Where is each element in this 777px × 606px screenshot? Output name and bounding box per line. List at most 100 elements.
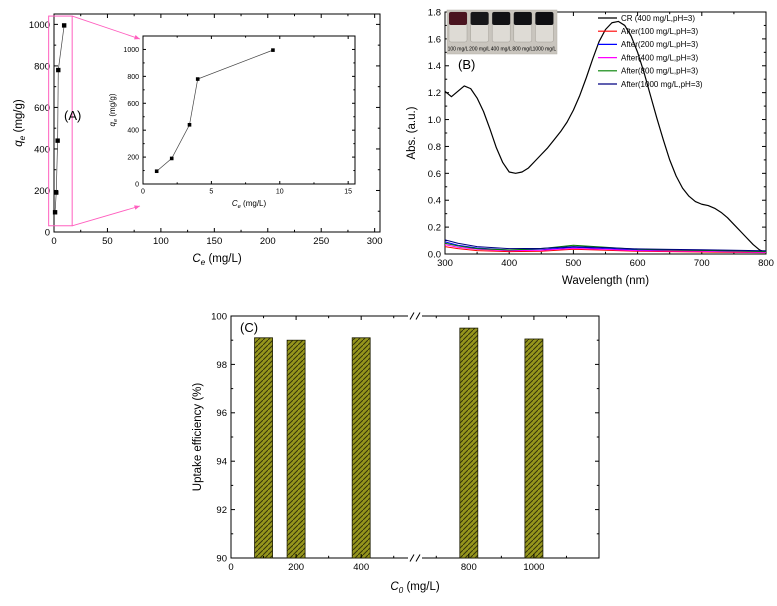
svg-text:1.0: 1.0 <box>428 115 441 126</box>
axis-break-mark <box>409 554 415 562</box>
series-3 <box>444 244 767 253</box>
bar-2 <box>351 337 371 559</box>
data-point-marker <box>54 190 59 195</box>
bar-1 <box>286 339 306 559</box>
svg-text:0.6: 0.6 <box>428 169 441 180</box>
svg-text:400: 400 <box>501 258 517 269</box>
panel-b-chart: 300 400 500 600 700 800 0.0 0.2 0.4 0.6 0.8 1.0 1.2 1… <box>406 7 774 287</box>
vial-label-4: 1000 mg/L <box>533 47 557 53</box>
svg-text:200: 200 <box>260 236 276 247</box>
svg-text:800: 800 <box>758 258 774 269</box>
svg-text:1.6: 1.6 <box>428 34 441 45</box>
panel-b-label: (B) <box>458 57 476 72</box>
panel-c-label: (C) <box>240 320 259 335</box>
panel-c-x-axis: 0 200 400 800 1000 <box>228 312 567 573</box>
panel-b: 300 400 500 600 700 800 0.0 0.2 0.4 0.6 0.8 1.0 1.2 1… <box>398 2 777 294</box>
svg-text:1.2: 1.2 <box>428 88 441 99</box>
svg-text:Abs. (a.u.): Abs. (a.u.) <box>406 106 418 159</box>
svg-text:1000: 1000 <box>123 47 139 54</box>
inset-background <box>112 30 364 224</box>
svg-text:800: 800 <box>34 61 50 72</box>
svg-text:200: 200 <box>34 186 50 197</box>
svg-text:5: 5 <box>209 189 213 196</box>
svg-text:200: 200 <box>288 562 304 573</box>
vial-photo: 100 mg/L 200 mg/L 400 mg/L 800 mg/L 1000 mg/… <box>446 9 558 55</box>
svg-text:400: 400 <box>127 128 139 135</box>
bar-4 <box>524 338 544 559</box>
svg-text:250: 250 <box>313 236 329 247</box>
legend-label-1: After(100 mg/L,pH=3) <box>621 27 698 36</box>
svg-text:0: 0 <box>228 562 233 573</box>
data-point-marker <box>55 138 60 143</box>
svg-text:50: 50 <box>102 236 113 247</box>
svg-text:Ce (mg/L): Ce (mg/L) <box>192 253 242 267</box>
svg-text:400: 400 <box>353 562 369 573</box>
svg-text:0: 0 <box>51 236 56 247</box>
vial-label-2: 400 mg/L <box>491 47 512 53</box>
svg-text:100: 100 <box>153 236 169 247</box>
svg-text:98: 98 <box>216 360 227 371</box>
svg-text:96: 96 <box>216 408 227 419</box>
svg-text:800: 800 <box>127 74 139 81</box>
zoom-indicator <box>48 15 73 227</box>
svg-text:150: 150 <box>206 236 222 247</box>
legend-label-3: After(400 mg/L,pH=3) <box>621 53 698 62</box>
svg-text:1000: 1000 <box>29 20 50 31</box>
vial-label-0: 100 mg/L <box>448 47 469 53</box>
vial-cap-1 <box>470 12 489 25</box>
data-point-marker <box>52 210 58 215</box>
svg-text:600: 600 <box>127 101 139 108</box>
legend: CR (400 mg/L,pH=3) After(100 mg/L,pH=3) Af… <box>598 14 703 89</box>
svg-text:qe (mg/g): qe (mg/g) <box>13 99 27 147</box>
svg-text:1.8: 1.8 <box>428 7 441 18</box>
svg-text:90: 90 <box>216 553 227 564</box>
svg-text:700: 700 <box>694 258 710 269</box>
inset-point-marker <box>169 156 174 161</box>
svg-text:100: 100 <box>211 311 227 322</box>
series-4 <box>444 242 767 253</box>
svg-text:Ce (mg/L): Ce (mg/L) <box>232 199 267 210</box>
legend-label-4: After(800 mg/L,pH=3) <box>621 67 698 76</box>
vial-label-1: 200 mg/L <box>469 47 490 53</box>
svg-text:C0 (mg/L): C0 (mg/L) <box>390 581 440 595</box>
vial-label-3: 800 mg/L <box>512 47 533 53</box>
svg-text:500: 500 <box>565 258 581 269</box>
vial-cap-3 <box>513 12 532 25</box>
svg-text:92: 92 <box>216 505 227 516</box>
inset-point-marker <box>271 48 275 52</box>
svg-text:0: 0 <box>141 189 145 196</box>
spectra-series <box>444 20 767 254</box>
series-1 <box>444 246 767 254</box>
legend-label-2: After(200 mg/L,pH=3) <box>621 40 698 49</box>
svg-text:300: 300 <box>437 258 453 269</box>
svg-text:200: 200 <box>127 155 139 162</box>
svg-text:800: 800 <box>461 562 477 573</box>
svg-text:0.8: 0.8 <box>428 142 441 153</box>
panel-a-label: (A) <box>64 108 82 123</box>
legend-label-0: CR (400 mg/L,pH=3) <box>621 14 695 23</box>
axis-break-mark <box>415 554 421 562</box>
svg-text:15: 15 <box>344 189 352 196</box>
vial-cap-0 <box>449 12 467 25</box>
svg-text:0: 0 <box>45 227 50 238</box>
svg-text:10: 10 <box>276 189 284 196</box>
svg-text:1.4: 1.4 <box>428 61 441 72</box>
vial-cap-4 <box>535 12 554 25</box>
svg-text:0: 0 <box>135 182 139 189</box>
series-5 <box>444 239 767 252</box>
inset-point-marker <box>195 77 200 81</box>
svg-text:qe (mg/g): qe (mg/g) <box>108 93 119 126</box>
panel-a-inset-axes: 0 5 10 15 0 200 400 600 800 1000 Ce (mg/L) qe (mg/g… <box>108 35 356 210</box>
svg-text:0.2: 0.2 <box>428 223 441 234</box>
svg-text:600: 600 <box>34 103 50 114</box>
data-point-marker <box>61 23 67 28</box>
panel-c: 90 92 94 96 98 100 C0 (mg/L) Uptake efficiency … <box>183 300 613 602</box>
bar-3 <box>459 327 479 559</box>
panel-a: 0 50 100 150 200 250 300 0 200 400 600 800 1000 Ce (m… <box>8 2 398 284</box>
zoom-box <box>48 15 73 227</box>
svg-text:300: 300 <box>367 236 383 247</box>
svg-text:400: 400 <box>34 144 50 155</box>
